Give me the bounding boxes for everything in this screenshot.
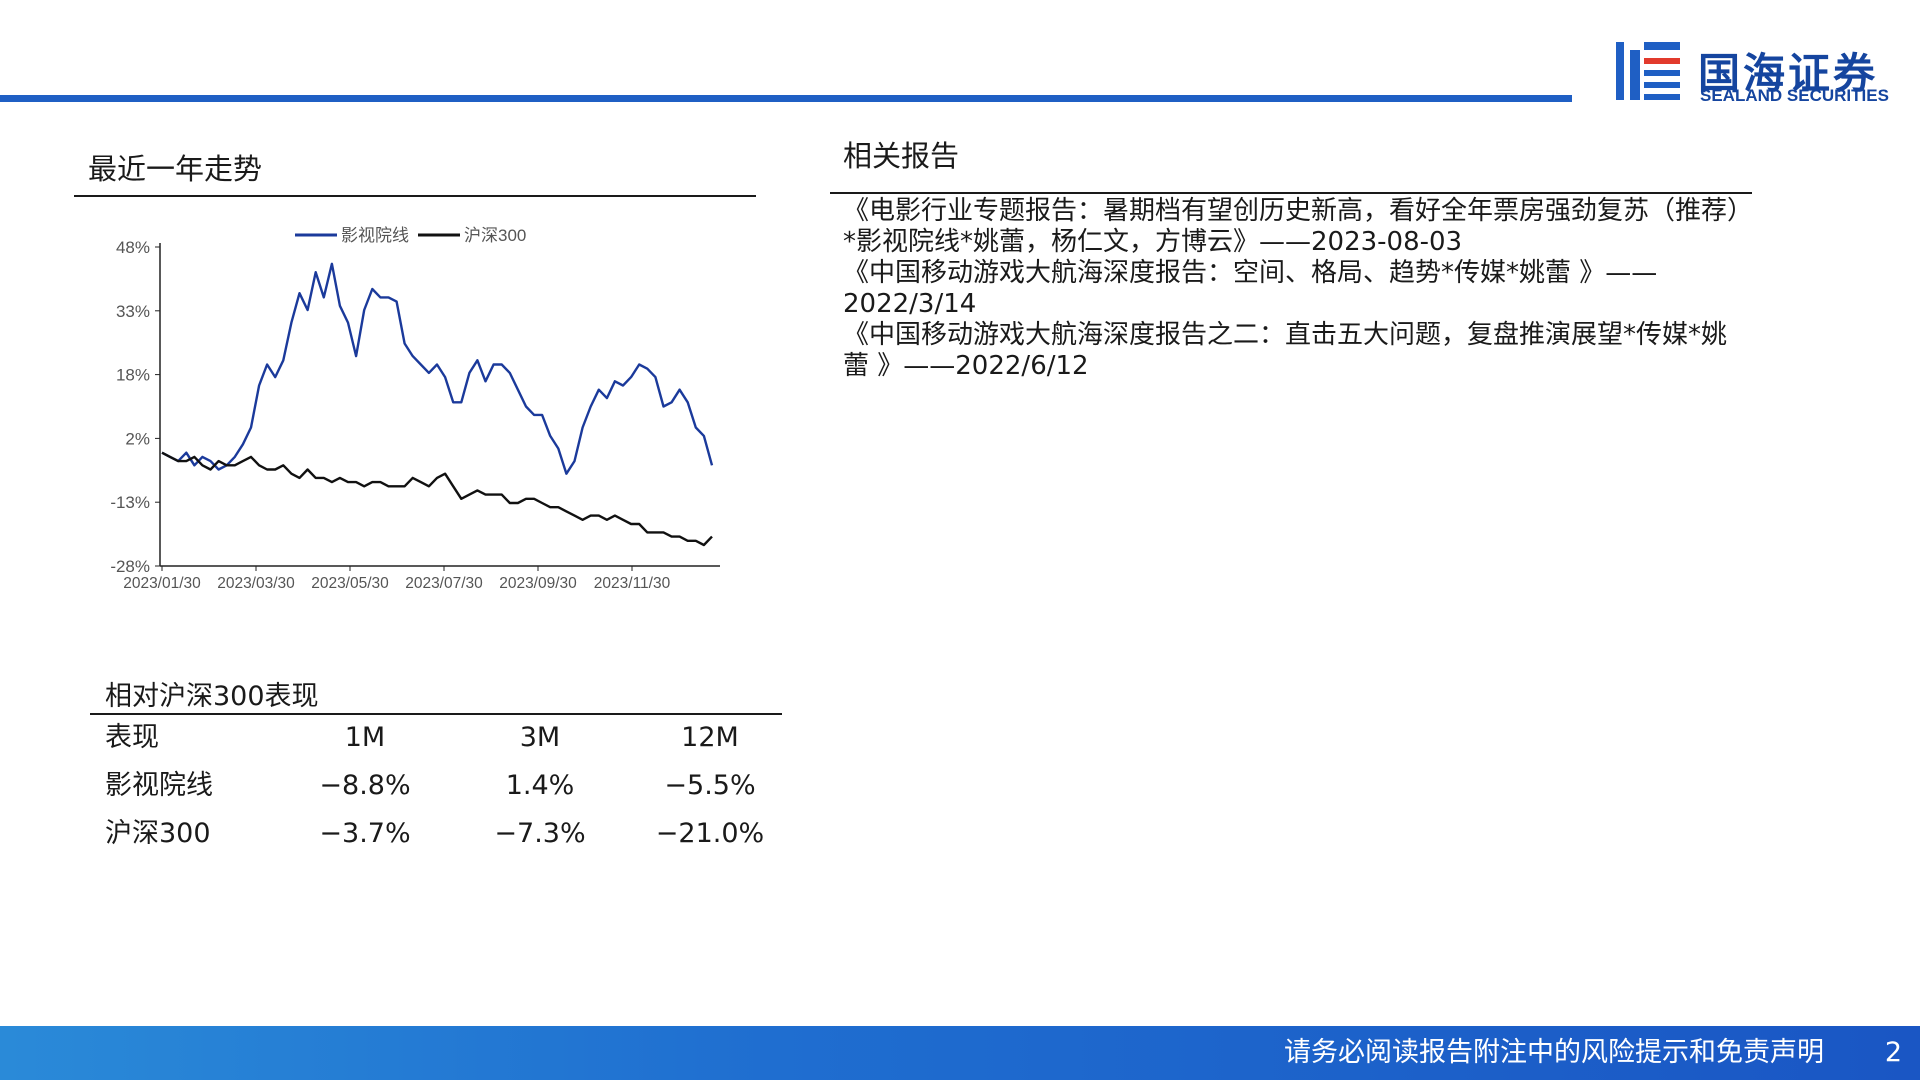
perf-table-rule [90, 713, 782, 715]
report-line[interactable]: 2022/3/14 [843, 289, 977, 319]
perf-header-cell: 1M [344, 722, 386, 753]
related-reports-list: 《电影行业专题报告：暑期档有望创历史新高，看好全年票房强劲复苏（推荐） *影视院… [843, 196, 1763, 382]
logo-chinese-name: 国海证券 [1698, 49, 1879, 98]
x-tick-label: 2023/03/30 [217, 575, 295, 592]
reports-section-title: 相关报告 [843, 139, 960, 173]
x-tick-label: 2023/09/30 [499, 575, 577, 592]
report-line[interactable]: 蕾 》——2022/6/12 [843, 351, 1089, 381]
logo-mark-icon [1616, 42, 1680, 100]
header-rule [0, 95, 1572, 102]
perf-header-cell: 3M [519, 722, 561, 753]
company-logo: 国海证券 SEALAND SECURITIES [1614, 36, 1890, 108]
perf-header-cell: 表现 [105, 722, 159, 753]
y-tick-label: 33% [116, 302, 150, 321]
perf-header-cell: 12M [681, 722, 739, 753]
perf-row: 沪深300 −3.7% −7.3% −21.0% [105, 814, 765, 862]
report-line[interactable]: 《中国移动游戏大航海深度报告之二：直击五大问题，复盘推演展望*传媒*姚 [843, 320, 1728, 350]
perf-cell: −8.8% [319, 770, 411, 801]
perf-cell: −7.3% [494, 818, 586, 849]
x-tick-label: 2023/07/30 [405, 575, 483, 592]
legend-label: 影视院线 [341, 226, 409, 245]
page-number: 2 [1884, 1037, 1902, 1068]
footer-bar: 请务必阅读报告附注中的风险提示和免责声明 2 [0, 1026, 1920, 1080]
x-tick-label: 2023/11/30 [594, 575, 671, 592]
y-tick-label: 2% [125, 429, 150, 448]
perf-cell: −5.5% [664, 770, 756, 801]
trend-chart: 48% 33% 18% 2% -13% -28%2023/01/30 2023/03/30 2… [110, 226, 720, 592]
y-tick-label: -13% [110, 493, 150, 512]
reports-section-rule [830, 192, 1752, 194]
perf-cell: 沪深300 [105, 818, 211, 849]
series-line-0 [161, 262, 714, 475]
perf-table-title: 相对沪深300表现 [105, 681, 319, 712]
performance-table: 表现 1M 3M 12M 影视院线 −8.8% 1.4% −5.5% 沪深300… [105, 718, 765, 862]
legend-label: 沪深300 [464, 226, 526, 245]
series-line-1 [161, 451, 713, 547]
y-tick-label: -28% [110, 557, 150, 576]
perf-cell: 影视院线 [105, 770, 213, 801]
perf-cell: −3.7% [319, 818, 411, 849]
y-tick-label: 48% [116, 238, 150, 257]
y-tick-label: 18% [116, 366, 150, 385]
x-tick-label: 2023/05/30 [311, 575, 389, 592]
perf-row: 影视院线 −8.8% 1.4% −5.5% [105, 766, 765, 814]
perf-cell: 1.4% [505, 770, 575, 801]
report-line[interactable]: 《中国移动游戏大航海深度报告：空间、格局、趋势*传媒*姚蕾 》—— [843, 258, 1658, 288]
trend-section-title: 最近一年走势 [88, 152, 263, 186]
footer-disclaimer: 请务必阅读报告附注中的风险提示和免责声明 [1284, 1037, 1824, 1068]
trend-section-rule [74, 195, 756, 197]
x-tick-label: 2023/01/30 [123, 575, 201, 592]
logo-english-name: SEALAND SECURITIES [1700, 86, 1889, 105]
report-line[interactable]: *影视院线*姚蕾，杨仁文，方博云》——2023-08-03 [843, 227, 1463, 257]
report-line[interactable]: 《电影行业专题报告：暑期档有望创历史新高，看好全年票房强劲复苏（推荐） [843, 196, 1754, 226]
perf-cell: −21.0% [655, 818, 765, 849]
perf-header-row: 表现 1M 3M 12M [105, 718, 765, 766]
